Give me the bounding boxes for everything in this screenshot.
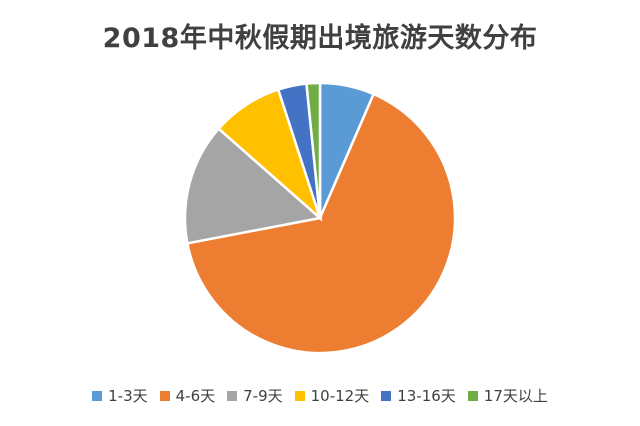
legend-swatch [294,390,305,401]
legend-label: 17天以上 [483,387,548,405]
legend-swatch [227,390,238,401]
pie-slice-2 [185,92,457,355]
legend-item: 4-6天 [159,385,216,406]
legend-swatch [467,390,478,401]
chart-title: 2018年中秋假期出境旅游天数分布 [102,23,538,54]
legend-item: 10-12天 [294,385,370,406]
legend-swatch [92,390,103,401]
legend-label: 4-6天 [175,387,216,405]
legend-swatch [381,390,392,401]
chart-legend: 1-3天 4-6天 7-9天 10-12天 13-16天 17天以上 [0,385,640,406]
legend-label: 13-16天 [397,387,456,405]
legend-item: 13-16天 [381,385,456,406]
legend-swatch [159,390,170,401]
legend-item: 17天以上 [467,385,548,406]
legend-item: 7-9天 [227,385,283,406]
legend-label: 7-9天 [243,387,283,405]
legend-label: 1-3天 [108,387,148,405]
pie-slice-3 [183,126,323,245]
legend-item: 1-3天 [92,385,148,406]
legend-label: 10-12天 [310,387,370,405]
pie-slice-6 [305,81,322,219]
